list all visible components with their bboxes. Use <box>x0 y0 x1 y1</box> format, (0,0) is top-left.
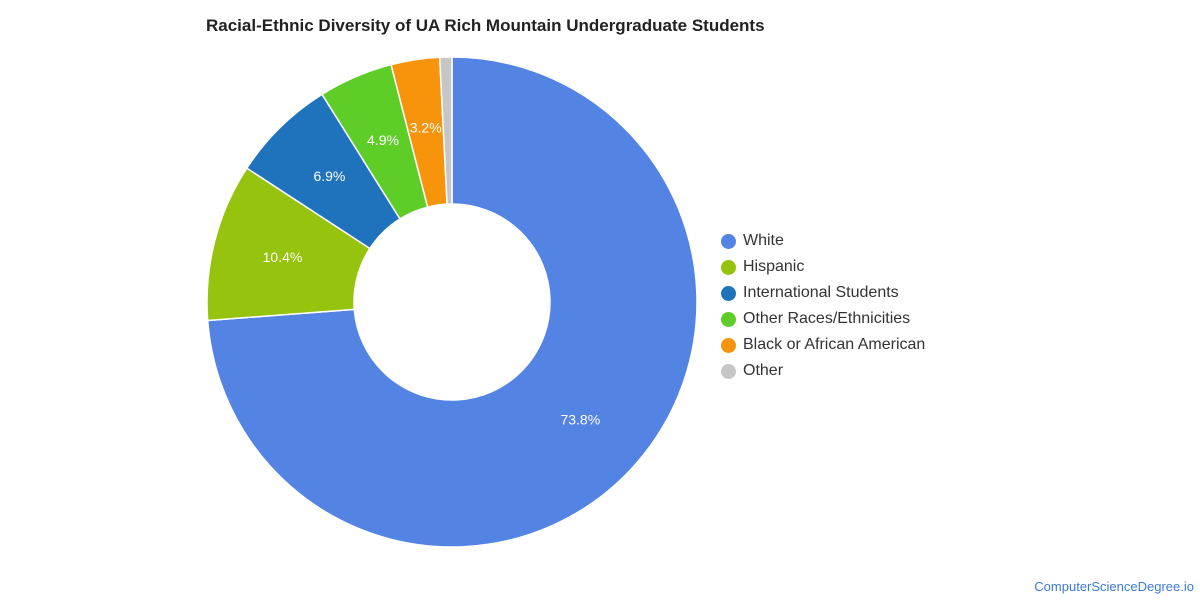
legend-swatch-icon <box>721 259 736 275</box>
legend-item-white[interactable]: White <box>721 228 925 254</box>
legend-item-other[interactable]: Other <box>721 358 925 384</box>
slice-label-white: 73.8% <box>560 412 600 428</box>
slice-label-other-races-ethnicities: 4.9% <box>367 132 399 148</box>
legend-label: Hispanic <box>743 258 805 275</box>
chart-legend: White Hispanic International Students Other… <box>721 228 925 384</box>
slice-hispanic[interactable] <box>206 167 371 322</box>
legend-item-hispanic[interactable]: Hispanic <box>721 254 925 280</box>
legend-item-black-or-african-american[interactable]: Black or African American <box>721 332 925 358</box>
slice-label-black-or-african-american: 3.2% <box>410 120 442 136</box>
legend-item-international-students[interactable]: International Students <box>721 280 925 306</box>
legend-label: Black or African American <box>743 336 926 353</box>
legend-swatch-icon <box>721 311 736 327</box>
legend-item-other-races-ethnicities[interactable]: Other Races/Ethnicities <box>721 306 925 332</box>
legend-label: International Students <box>743 284 899 301</box>
legend-label: Other Races/Ethnicities <box>743 310 911 327</box>
slice-other[interactable] <box>438 56 453 205</box>
chart-title: Racial-Ethnic Diversity of UA Rich Mount… <box>206 16 765 35</box>
donut-slices <box>206 56 698 548</box>
slice-white[interactable] <box>206 56 698 548</box>
legend-swatch-icon <box>721 233 736 249</box>
legend-swatch-icon <box>721 337 736 353</box>
source-link[interactable]: ComputerScienceDegree.io <box>1034 579 1194 594</box>
slice-label-hispanic: 10.4% <box>263 249 303 265</box>
legend-swatch-icon <box>721 285 736 301</box>
legend-swatch-icon <box>721 363 736 379</box>
legend-label: Other <box>743 362 784 379</box>
slice-label-international-students: 6.9% <box>313 168 345 184</box>
donut-labels: 73.8% 10.4% 6.9% 4.9% 3.2% <box>263 120 601 428</box>
legend-label: White <box>743 232 784 249</box>
